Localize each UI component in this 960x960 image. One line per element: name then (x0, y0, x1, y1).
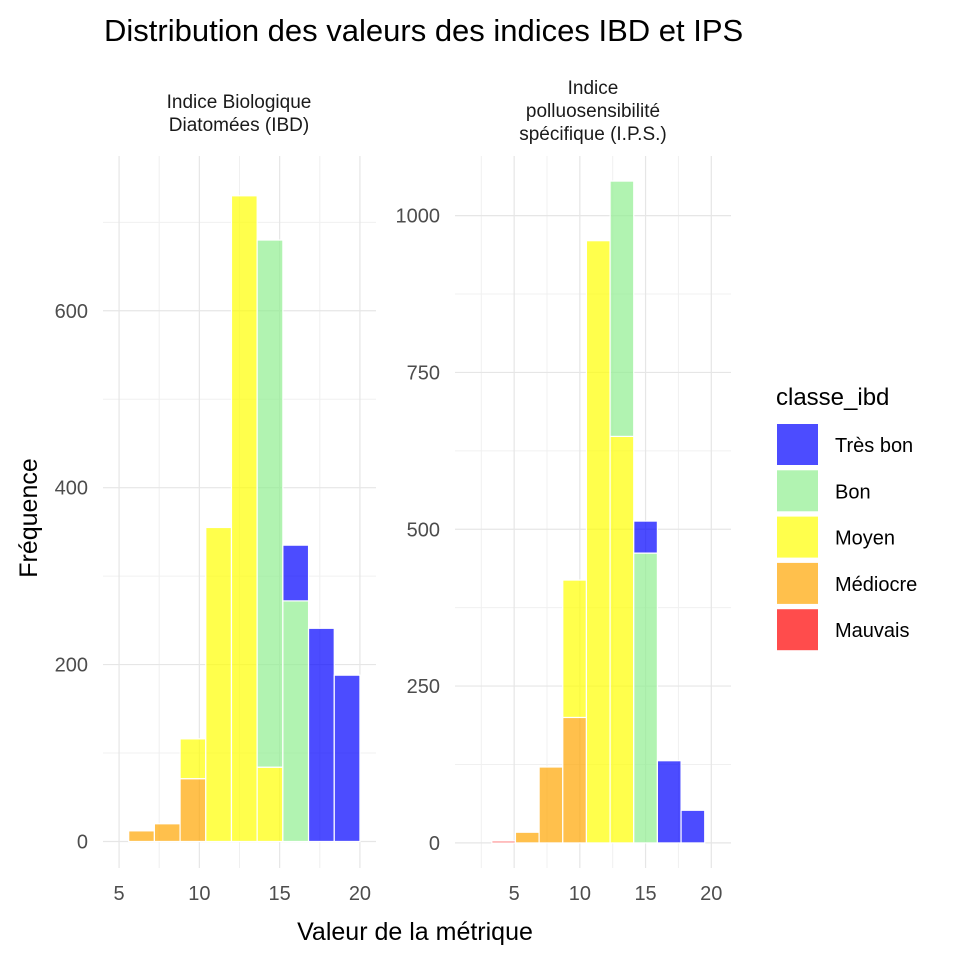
panel-1: 0 200 400 600 5 10 15 20 Indice Biologique Diatom… (55, 92, 376, 905)
bar-segment (514, 831, 540, 844)
bar-segment (230, 195, 258, 843)
x-tick-label: 15 (634, 883, 656, 905)
bar-segment (282, 600, 310, 843)
panel-title-line: spécifique (I.P.S.) (519, 124, 667, 145)
bar-segment (333, 674, 361, 843)
x-tick-label: 15 (269, 883, 291, 905)
y-tick-label: 500 (407, 519, 440, 541)
panel-title-line: polluosensibilité (526, 101, 660, 122)
y-tick-label: 0 (77, 831, 88, 853)
y-tick-label: 750 (407, 362, 440, 384)
panel-title-line: Diatomées (IBD) (169, 115, 309, 136)
panel-title: Indice polluosensibilité spécifique (I.P.S… (519, 78, 667, 145)
y-tick-label: 200 (55, 655, 88, 677)
panel-title: Indice Biologique Diatomées (IBD) (167, 92, 312, 136)
y-tick-label: 1000 (396, 206, 441, 228)
legend-swatch (777, 562, 818, 604)
legend-swatch (777, 609, 818, 651)
bar-segment (153, 823, 181, 843)
x-tick-label: 5 (509, 883, 520, 905)
legend-label: Médiocre (835, 574, 917, 596)
bar-segment (633, 520, 659, 554)
x-axis-label: Valeur de la métrique (297, 918, 533, 946)
bar-segment (609, 180, 635, 438)
panel-2: 0 250 500 750 1000 5 10 15 20 Indice polluosensibi… (396, 78, 731, 905)
y-tick-label: 400 (55, 478, 88, 500)
bar-segment (609, 435, 635, 844)
bar-segment (562, 716, 588, 844)
bar-segment (179, 778, 207, 843)
legend-label: Moyen (835, 528, 895, 550)
bar-segment (562, 579, 588, 719)
x-tick-label: 20 (700, 883, 722, 905)
x-tick-label: 20 (349, 883, 371, 905)
bar-segment (256, 239, 284, 768)
bars (128, 195, 361, 843)
legend-title: classe_ibd (776, 384, 889, 411)
bar-segment (256, 766, 284, 843)
bar-segment (633, 552, 659, 844)
legend: classe_ibd Très bon Bon Moyen Médiocre Mauva… (776, 384, 917, 651)
y-tick-label: 600 (55, 301, 88, 323)
bar-segment (282, 544, 310, 602)
legend-swatch (777, 516, 818, 558)
legend-label: Bon (835, 481, 871, 503)
bar-segment (205, 526, 233, 843)
bar-segment (680, 809, 706, 844)
y-axis-label: Fréquence (15, 458, 43, 578)
chart-title: Distribution des valeurs des indices IBD… (104, 13, 743, 48)
bar-segment (656, 760, 682, 844)
x-tick-label: 10 (188, 883, 210, 905)
bar-segment (491, 840, 517, 844)
legend-swatch (777, 424, 818, 465)
bar-segment (179, 738, 207, 780)
legend-label: Très bon (835, 435, 913, 457)
bar-segment (585, 240, 611, 844)
panel-title-line: Indice (568, 78, 619, 99)
y-tick-label: 0 (429, 833, 440, 855)
x-tick-label: 5 (113, 883, 124, 905)
bar-segment (307, 627, 335, 843)
legend-swatch (777, 470, 818, 512)
y-tick-label: 250 (407, 676, 440, 698)
bar-segment (128, 830, 155, 843)
legend-label: Mauvais (835, 620, 909, 642)
bars (491, 180, 706, 844)
x-tick-label: 10 (569, 883, 591, 905)
bar-segment (538, 766, 564, 844)
panel-title-line: Indice Biologique (167, 92, 312, 113)
